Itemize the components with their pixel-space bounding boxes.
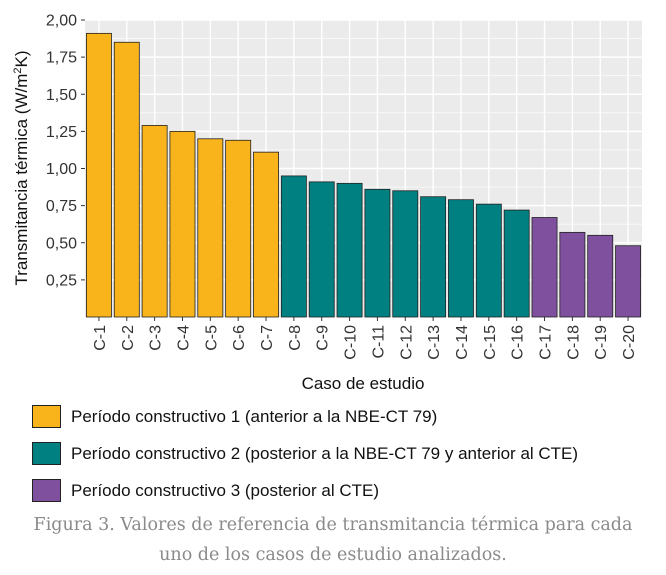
bar-c-14 [448,199,474,318]
x-tick-label: C-13 [426,325,443,360]
legend-swatch-period-3 [32,479,61,502]
bar-c-20 [615,245,642,318]
y-tick-label: 0,50 [46,235,77,252]
bar-c-7 [253,151,279,318]
y-tick-label: 2,00 [46,13,77,30]
bar-c-15 [475,203,502,318]
x-tick-label: C-19 [593,325,610,360]
x-tick-label: C-8 [287,325,304,351]
bar-c-19 [587,234,614,318]
y-tick-label: 1,00 [46,161,77,178]
bar-c-11 [364,188,391,318]
bar-c-10 [336,182,363,318]
legend-item-period-3: Período constructivo 3 (posterior al CTE… [32,472,578,509]
bar-c-6 [225,139,252,318]
x-tick-label: C-3 [148,325,165,351]
x-tick-label: C-2 [120,325,137,351]
legend: Período constructivo 1 (anterior a la NB… [32,398,578,509]
x-tick-label: C-11 [370,325,387,359]
bar-c-8 [280,175,307,318]
bar-c-13 [420,196,447,318]
bar-c-3 [141,125,168,318]
caption-line-1: Figura 3. Valores de referencia de trans… [33,515,633,535]
y-tick-label: 0,75 [46,198,77,215]
y-tick-label: 1,75 [46,50,77,67]
figure-caption: Figura 3. Valores de referencia de trans… [0,510,666,570]
x-tick-label: C-5 [203,325,220,351]
legend-swatch-period-2 [32,442,61,465]
y-tick-label: 1,50 [46,87,77,104]
y-tick-label: 0,25 [46,272,77,289]
legend-item-period-1: Período constructivo 1 (anterior a la NB… [32,398,578,435]
legend-label-period-3: Período constructivo 3 (posterior al CTE… [71,480,380,500]
legend-label-period-2: Período constructivo 2 (posterior a la N… [71,443,579,463]
y-axis-ticks: 0,25 0,50 0,75 1,00 1,25 1,50 1,75 2,00 [46,13,85,289]
x-tick-label: C-10 [343,325,360,360]
x-tick-label: C-17 [538,325,555,360]
bar-c-12 [392,190,419,318]
bar-c-17 [531,217,558,318]
x-tick-label: C-7 [259,325,276,351]
x-tick-label: C-1 [92,325,109,351]
x-tick-label: C-9 [315,325,332,351]
bar-c-1 [85,32,112,318]
bar-c-16 [503,209,530,318]
legend-label-period-1: Período constructivo 1 (anterior a la NB… [71,406,438,426]
bar-c-4 [169,130,196,318]
x-axis-ticks: C-1 C-2 C-3 C-4 C-5 C-6 C-7 C-8 C-9 C-10 C-11 C-12 C… [92,317,638,360]
x-tick-label: C-12 [398,325,415,360]
x-tick-label: C-14 [454,325,471,360]
bars-group [85,32,642,318]
caption-line-2: uno de los casos de estudio analizados. [159,545,507,565]
x-axis-label: Caso de estudio [302,374,425,393]
x-tick-label: C-20 [621,325,638,360]
y-axis-label: Transmitancia térmica (W/m2K) [12,50,31,285]
x-tick-label: C-4 [175,325,192,351]
x-tick-label: C-15 [482,325,499,360]
legend-item-period-2: Período constructivo 2 (posterior a la N… [32,435,578,472]
x-tick-label: C-16 [510,325,527,360]
bar-chart: 0,250,500,751,001,251,501,752,00 C-1 C-2 C… [12,13,642,393]
bar-c-2 [113,41,140,318]
bar-c-5 [197,138,224,318]
y-tick-label: 1,25 [46,124,77,141]
bar-c-18 [559,231,586,318]
legend-swatch-period-1 [32,405,61,428]
x-tick-label: C-6 [231,325,248,351]
bar-c-9 [308,181,335,318]
x-tick-label: C-18 [565,325,582,360]
